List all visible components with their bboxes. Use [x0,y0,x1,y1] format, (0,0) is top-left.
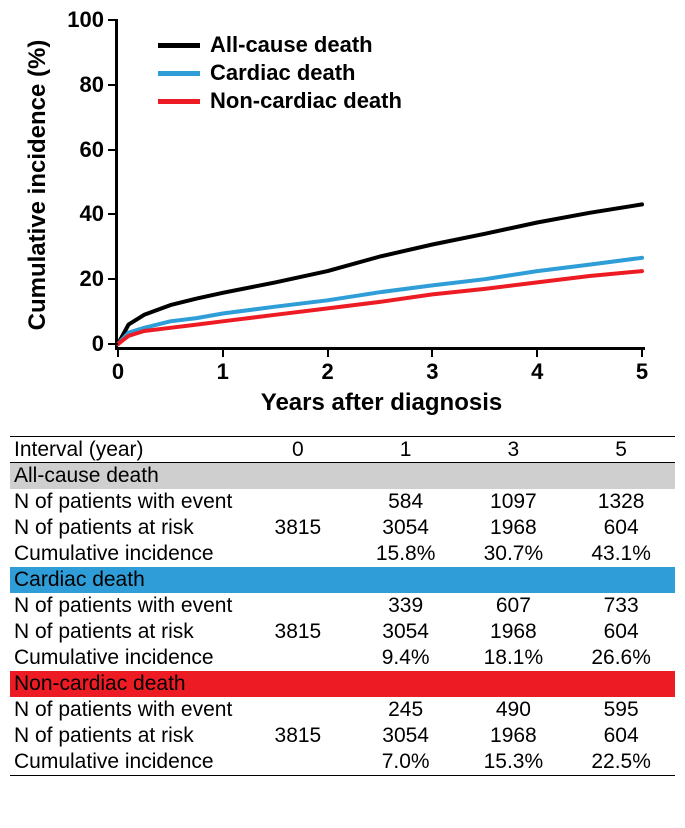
table-cell: 15.3% [460,750,568,774]
table-cell: 5 [567,438,675,462]
y-tick-label: 20 [80,266,104,292]
x-tick [431,347,433,357]
table-row: N of patients with event 245490595 [10,697,675,723]
x-tick [536,347,538,357]
y-tick-label: 60 [80,137,104,163]
table-cell: 3815 [244,724,352,748]
table-cell: 3815 [244,516,352,540]
table-cell: 1 [352,438,460,462]
table-cell: 26.6% [567,646,675,670]
table-row: N of patients with event 339607733 [10,593,675,619]
table-row: N of patients at risk381530541968604 [10,723,675,749]
y-tick [108,84,118,86]
table-cell: 1097 [460,490,568,514]
table-cell: 584 [352,490,460,514]
table-cell: 733 [567,594,675,618]
row-label: Cumulative incidence [14,750,244,774]
table-cell: 1968 [460,620,568,644]
y-tick [108,343,118,345]
x-tick [222,347,224,357]
risk-table: Interval (year)0135All-cause deathN of p… [10,436,675,776]
y-tick-label: 100 [67,7,104,33]
table-row: Cumulative incidence 7.0%15.3%22.5% [10,749,675,775]
table-cell: 3815 [244,620,352,644]
table-header-row: Interval (year)0135 [10,437,675,463]
table-cell: 339 [352,594,460,618]
table-group-band: Non-cardiac death [10,671,675,697]
table-cell: 604 [567,516,675,540]
row-label: N of patients with event [14,698,244,722]
table-cell: 9.4% [352,646,460,670]
row-label: N of patients at risk [14,620,244,644]
x-tick-label: 3 [426,359,438,385]
table-cell: 490 [460,698,568,722]
table-cell: 3 [460,438,568,462]
table-cell: 604 [567,620,675,644]
plot-svg [118,20,642,344]
table-cell: 43.1% [567,542,675,566]
table-row: Cumulative incidence 15.8%30.7%43.1% [10,541,675,567]
row-label: Interval (year) [14,438,244,462]
table-row: N of patients at risk381530541968604 [10,619,675,645]
table-cell: 604 [567,724,675,748]
table-row: N of patients at risk381530541968604 [10,515,675,541]
y-tick-label: 0 [92,331,104,357]
x-tick [641,347,643,357]
row-label: Cumulative incidence [14,646,244,670]
table-cell: 0 [244,438,352,462]
table-cell: 1968 [460,724,568,748]
x-tick-label: 0 [112,359,124,385]
x-tick [327,347,329,357]
row-label: N of patients at risk [14,724,244,748]
table-group-band: Cardiac death [10,567,675,593]
y-tick [108,278,118,280]
table-cell: 245 [352,698,460,722]
table-row: Cumulative incidence 9.4%18.1%26.6% [10,645,675,671]
table-group-band: All-cause death [10,463,675,489]
table-cell: 7.0% [352,750,460,774]
y-tick-label: 40 [80,201,104,227]
table-cell: 3054 [352,620,460,644]
table-cell: 15.8% [352,542,460,566]
row-label: N of patients with event [14,594,244,618]
y-tick [108,149,118,151]
row-label: Cumulative incidence [14,542,244,566]
table-cell: 607 [460,594,568,618]
table-cell: 18.1% [460,646,568,670]
table-row: N of patients with event 58410971328 [10,489,675,515]
x-axis-title: Years after diagnosis [261,389,502,417]
x-tick-label: 1 [217,359,229,385]
chart: Cumulative incidence (%) Years after dia… [20,10,665,420]
y-tick-label: 80 [80,72,104,98]
x-tick-label: 2 [321,359,333,385]
x-tick [117,347,119,357]
plot-area: Years after diagnosis All-cause deathCar… [115,20,645,350]
table-cell: 595 [567,698,675,722]
table-cell: 1328 [567,490,675,514]
y-tick [108,19,118,21]
table-cell: 1968 [460,516,568,540]
y-tick [108,213,118,215]
row-label: N of patients at risk [14,516,244,540]
table-cell: 30.7% [460,542,568,566]
row-label: N of patients with event [14,490,244,514]
table-cell: 3054 [352,724,460,748]
series-line [118,271,642,344]
x-tick-label: 5 [636,359,648,385]
table-cell: 3054 [352,516,460,540]
table-cell: 22.5% [567,750,675,774]
x-tick-label: 4 [531,359,543,385]
y-axis-title: Cumulative incidence (%) [24,40,52,331]
